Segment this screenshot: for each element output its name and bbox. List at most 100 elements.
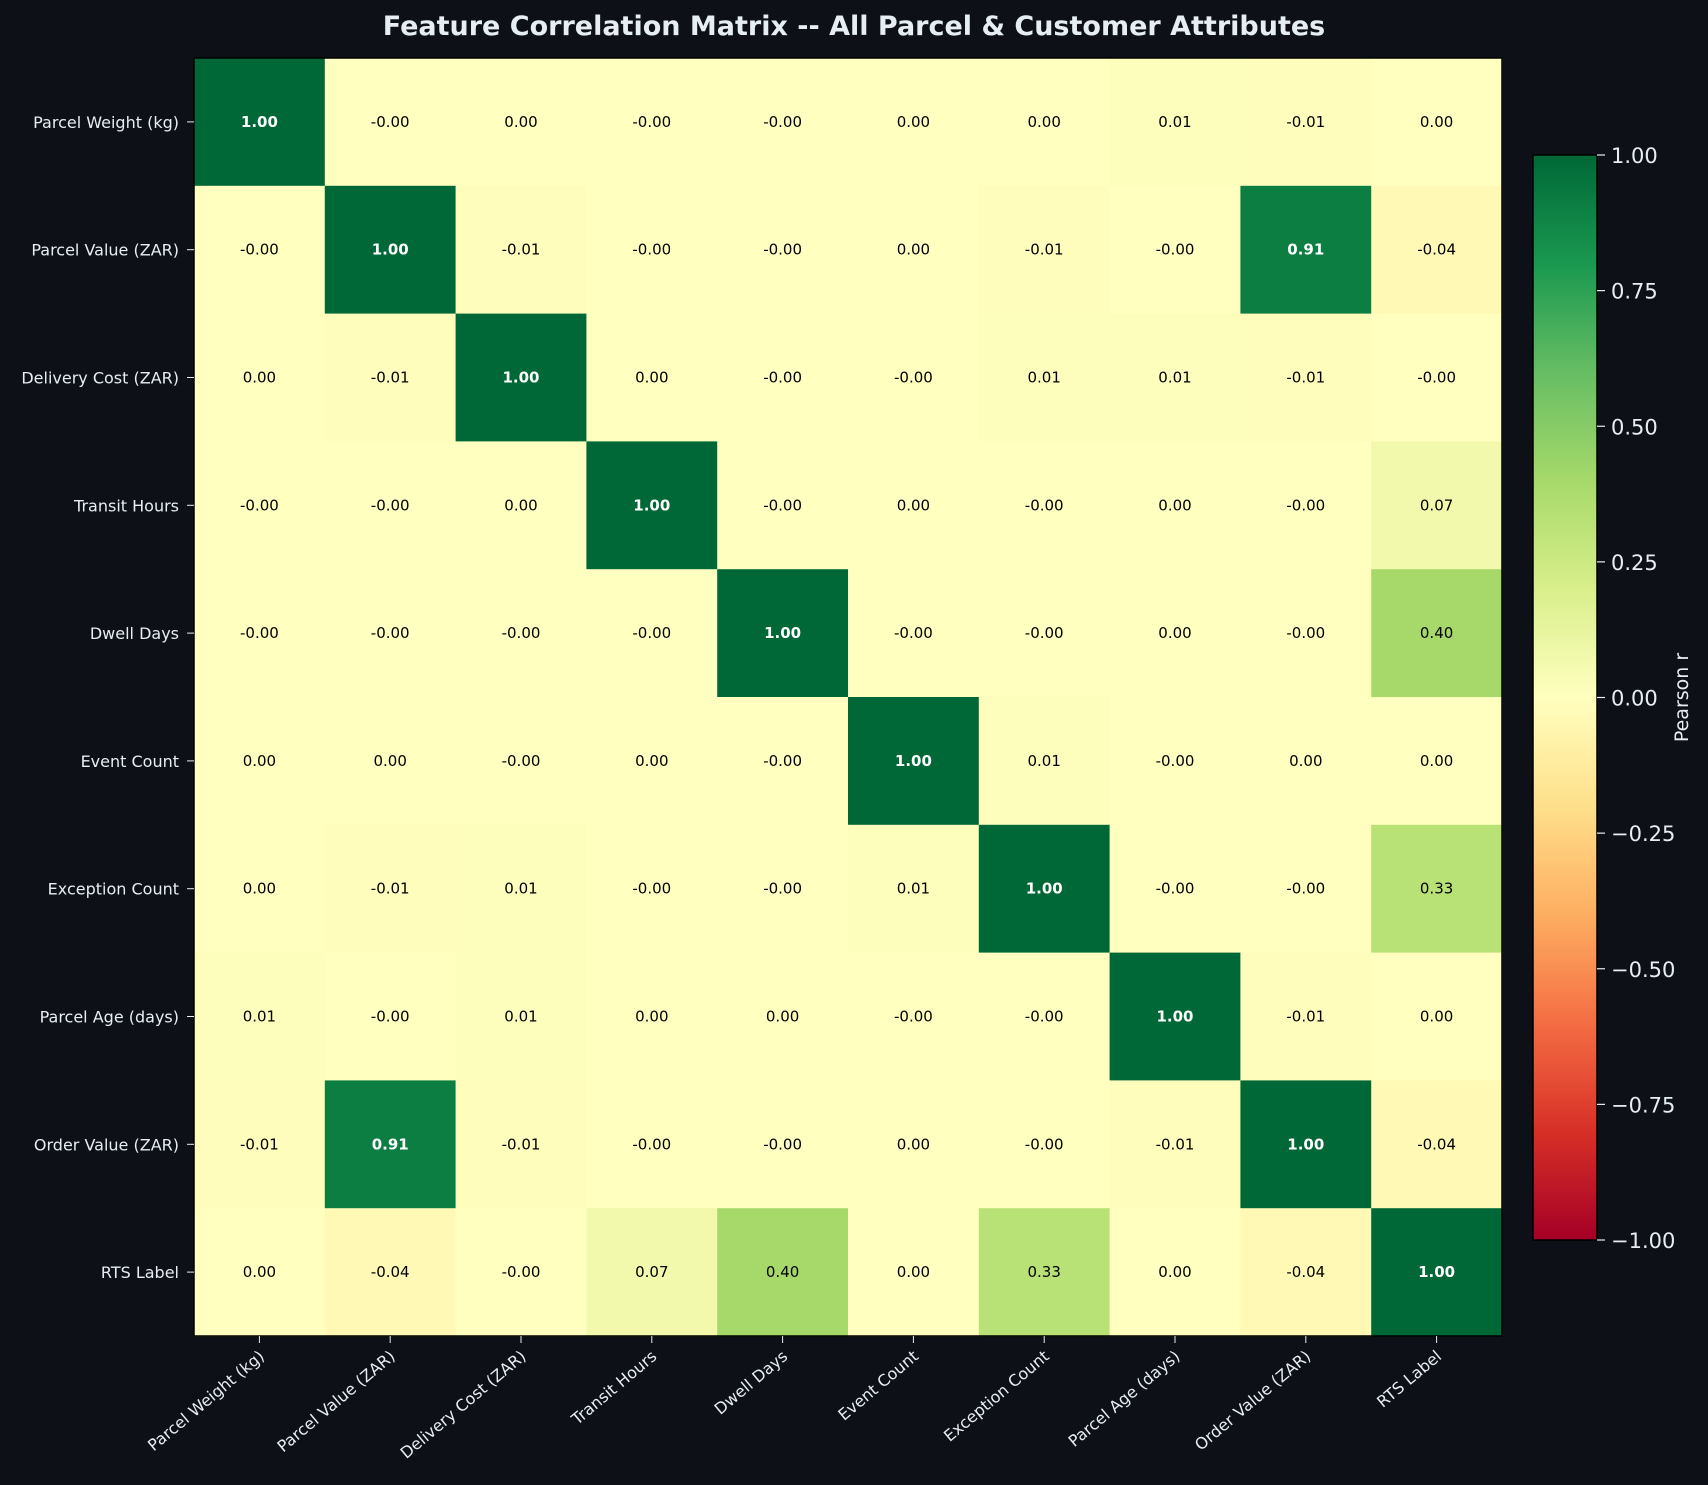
- heatmap-cell: [848, 569, 980, 698]
- heatmap-cell-label: -0.00: [763, 752, 802, 770]
- heatmap-cell-label: -0.00: [240, 241, 279, 259]
- heatmap-cell-label: 0.00: [504, 113, 537, 131]
- heatmap-cell: [848, 58, 980, 187]
- heatmap-cell-label: 0.00: [1027, 113, 1060, 131]
- heatmap-cell-label: -0.00: [894, 1008, 933, 1026]
- heatmap-cell: [1371, 569, 1503, 698]
- heatmap-cell-label: 0.00: [1158, 624, 1191, 642]
- heatmap-cell-label: 0.00: [1420, 113, 1453, 131]
- column-label: Exception Count: [940, 1347, 1053, 1446]
- heatmap-cell: [194, 1080, 326, 1209]
- heatmap-cell-label: -0.00: [371, 624, 410, 642]
- heatmap-cell: [1240, 1080, 1372, 1209]
- heatmap-cell: [324, 58, 457, 187]
- heatmap-cell: [324, 952, 457, 1081]
- heatmap-cell-label: 0.91: [372, 1135, 409, 1153]
- heatmap-cell: [978, 58, 1111, 187]
- row-label: Transit Hours: [73, 496, 179, 515]
- heatmap-cell: [1109, 1080, 1241, 1209]
- heatmap-cell-label: -0.00: [1025, 1135, 1064, 1153]
- colorbar-tick-label: −0.75: [1611, 1093, 1675, 1117]
- heatmap-cell: [194, 58, 326, 187]
- heatmap-cell: [1109, 697, 1241, 826]
- heatmap-cell-label: -0.04: [1286, 1263, 1325, 1281]
- heatmap-cell-label: 0.01: [504, 880, 537, 898]
- heatmap-cell-label: 0.00: [1158, 1263, 1191, 1281]
- heatmap-cell: [455, 824, 587, 954]
- heatmap-cell-label: 1.00: [372, 241, 409, 259]
- heatmap-cell-label: 0.00: [1420, 1008, 1453, 1026]
- heatmap-cell-label: -0.01: [502, 241, 541, 259]
- heatmap-cell-label: 1.00: [1026, 880, 1063, 898]
- colorbar-tick-label: −0.50: [1611, 958, 1675, 982]
- heatmap-cell: [1240, 185, 1372, 315]
- heatmap-cell: [586, 697, 718, 826]
- heatmap-cell-label: -0.04: [1417, 1135, 1456, 1153]
- heatmap-cells: [194, 58, 1503, 1337]
- heatmap-cell: [848, 441, 980, 570]
- heatmap-cell-label: 0.00: [897, 1135, 930, 1153]
- column-label: Parcel Weight (kg): [144, 1347, 268, 1455]
- heatmap-cell: [586, 1080, 718, 1209]
- heatmap-cell-labels: 1.00 -0.00 0.00 -0.00 -0.00 0.00 0.00 0.01 -0.01…: [240, 113, 1456, 1281]
- heatmap-cell: [717, 1208, 849, 1337]
- heatmap-cell: [1109, 441, 1241, 570]
- heatmap-cell: [1109, 58, 1241, 187]
- heatmap-cell-label: 0.00: [635, 369, 668, 387]
- row-labels: Parcel Weight (kg) Parcel Value (ZAR) Deli…: [21, 113, 194, 1282]
- heatmap-cell: [1371, 824, 1503, 954]
- heatmap-cell: [848, 952, 980, 1081]
- heatmap-cell: [586, 58, 718, 187]
- heatmap-cell: [717, 569, 849, 698]
- heatmap-cell-label: -0.00: [632, 113, 671, 131]
- row-label: Event Count: [81, 752, 179, 771]
- heatmap-cell-label: 0.00: [897, 1263, 930, 1281]
- heatmap-cell: [194, 569, 326, 698]
- heatmap-cell: [978, 569, 1111, 698]
- heatmap-cell: [194, 185, 326, 315]
- heatmap-cell: [324, 313, 457, 442]
- heatmap-cell-label: 0.00: [504, 496, 537, 514]
- row-label: Parcel Age (days): [40, 1008, 179, 1027]
- heatmap-cell-label: -0.01: [371, 880, 410, 898]
- heatmap-cell-label: -0.00: [1156, 880, 1195, 898]
- heatmap-cell: [978, 697, 1111, 826]
- heatmap-cell: [455, 185, 587, 315]
- heatmap-cell-label: 1.00: [764, 624, 801, 642]
- column-label: RTS Label: [1373, 1347, 1445, 1412]
- heatmap-cell: [1109, 952, 1241, 1081]
- heatmap-cell: [1371, 697, 1503, 826]
- colorbar-tick-label: −0.25: [1611, 822, 1675, 846]
- heatmap-cell: [848, 824, 980, 954]
- heatmap-cell: [1240, 58, 1372, 187]
- colorbar-tick-label: 0.25: [1611, 551, 1658, 575]
- heatmap-cell: [324, 185, 457, 315]
- heatmap-cell-label: -0.00: [1286, 624, 1325, 642]
- heatmap-cell-label: 0.00: [1420, 752, 1453, 770]
- heatmap-cell-label: -0.00: [763, 369, 802, 387]
- colorbar-gradient: [1532, 154, 1598, 1241]
- colorbar-tick-label: 0.50: [1611, 415, 1658, 439]
- heatmap-cell-label: 0.00: [243, 880, 276, 898]
- heatmap-cell: [717, 952, 849, 1081]
- heatmap-cell-label: -0.00: [1156, 752, 1195, 770]
- heatmap-cell-label: -0.00: [894, 369, 933, 387]
- heatmap-cell-label: 1.00: [1287, 1135, 1324, 1153]
- heatmap-cell: [1109, 1208, 1241, 1337]
- heatmap-cell-label: -0.00: [1286, 880, 1325, 898]
- heatmap-cell-label: 0.01: [897, 880, 930, 898]
- heatmap-cell-label: 0.00: [373, 752, 406, 770]
- heatmap-cell: [717, 58, 849, 187]
- heatmap-cell: [717, 313, 849, 442]
- column-label: Parcel Age (days): [1065, 1347, 1184, 1451]
- column-label: Order Value (ZAR): [1191, 1347, 1314, 1455]
- heatmap-cell: [586, 952, 718, 1081]
- heatmap-cell: [978, 185, 1111, 315]
- heatmap-cell: [1371, 185, 1503, 315]
- heatmap-cell: [1240, 952, 1372, 1081]
- heatmap-cell-label: 0.01: [1027, 752, 1060, 770]
- heatmap-cell: [455, 441, 587, 570]
- column-label: Parcel Value (ZAR): [273, 1347, 398, 1456]
- heatmap-cell-label: -0.01: [1286, 1008, 1325, 1026]
